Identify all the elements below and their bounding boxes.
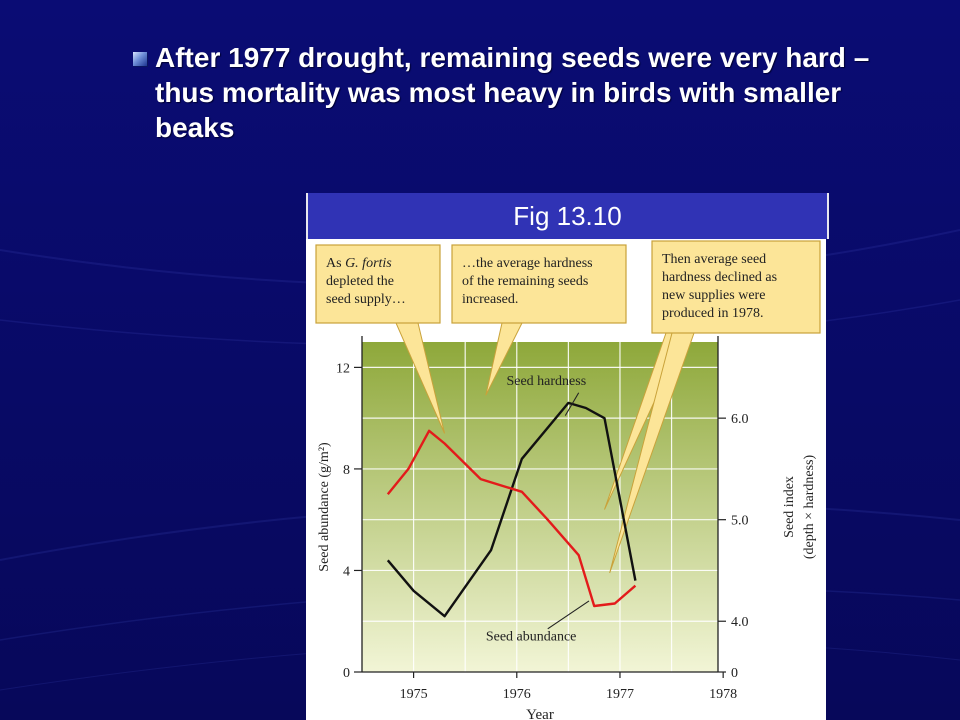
y-right-tick-label: 6.0: [731, 412, 749, 427]
bullet-square-icon: [133, 52, 147, 66]
y-right-axis-label: Seed index: [782, 476, 797, 538]
seed-abundance-label: Seed abundance: [486, 629, 577, 644]
callout-text-line: increased.: [462, 292, 518, 307]
seed-hardness-line: [386, 401, 637, 618]
callout-1: As G. fortis depleted the seed supply…: [315, 244, 446, 434]
seed-hardness-leader: [564, 392, 580, 416]
y-left-tick-label: 4: [343, 564, 350, 579]
seed-abundance-line: [386, 429, 637, 608]
y-right-axis-label: (depth × hardness): [802, 455, 817, 560]
figure-panel: As G. fortis depleted the seed supply… …the…: [306, 239, 826, 720]
callout-2: …the average hardness of the remaining se…: [451, 244, 627, 396]
callout-box: [451, 244, 627, 324]
labels: 0 4 8 12 0 4.0 5.0 6.0 1975 1976 1977 1978 Year Seed …: [317, 361, 817, 720]
series: [386, 401, 637, 618]
figure-title: Fig 13.10: [513, 201, 622, 231]
callout-text-line: As G. fortis: [326, 256, 392, 271]
x-tick-label: 1977: [606, 687, 634, 702]
callout-text-line: produced in 1978.: [662, 306, 763, 321]
callout-box: [315, 244, 441, 324]
y-left-tick-label: 0: [343, 666, 350, 681]
callout-box: [651, 240, 821, 334]
y-left-tick-label: 8: [343, 463, 350, 478]
y-left-axis-label: Seed abundance (g/m²): [317, 442, 332, 572]
seed-hardness-label: Seed hardness: [506, 374, 586, 389]
y-right-tick-label: 4.0: [731, 615, 749, 630]
x-tick-label: 1975: [400, 687, 428, 702]
callout-text-line: new supplies were: [662, 288, 765, 303]
callout-text-line: seed supply…: [326, 292, 406, 307]
x-tick-label: 1976: [503, 687, 531, 702]
y-right-tick-label: 5.0: [731, 514, 749, 529]
callout-text-line: Then average seed: [662, 252, 766, 267]
bullet-text: After 1977 drought, remaining seeds were…: [155, 42, 870, 143]
callout-3: Then average seed hardness declined as new…: [604, 240, 821, 574]
axes: [354, 336, 726, 678]
x-tick-label: 1978: [709, 687, 737, 702]
x-axis-label: Year: [526, 707, 554, 720]
y-right-tick-label: 0: [731, 666, 738, 681]
callout-text-line: depleted the: [326, 274, 394, 289]
callout-text-line: of the remaining seeds: [462, 274, 588, 289]
figure-title-bar: Fig 13.10: [306, 193, 829, 239]
callout-text-line: hardness declined as: [662, 270, 777, 285]
callouts: As G. fortis depleted the seed supply… …the…: [315, 240, 821, 574]
y-left-tick-label: 12: [336, 361, 350, 376]
seed-abundance-leader: [547, 600, 590, 630]
callout-text-line: …the average hardness: [462, 256, 593, 271]
